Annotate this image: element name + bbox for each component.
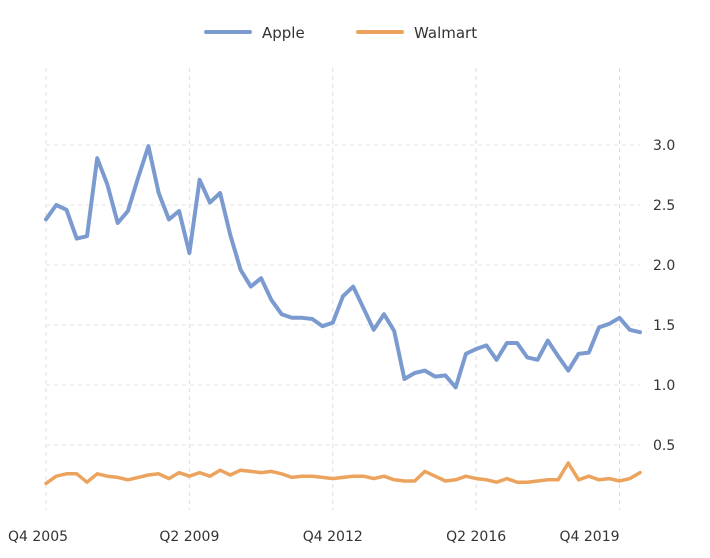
series-line-apple [44, 144, 642, 390]
x-tick-label: Q4 2005 [8, 529, 68, 545]
y-tick-label: 2.5 [653, 198, 675, 214]
y-tick-label: 3.0 [653, 138, 675, 154]
grid [45, 68, 640, 510]
y-tick-label: 2.0 [653, 258, 675, 274]
y-tick-label: 1.0 [653, 378, 675, 394]
x-tick-label: Q4 2019 [560, 529, 620, 545]
legend-item-walmart[interactable]: Walmart [356, 24, 477, 42]
x-tick-label: Q2 2016 [446, 529, 506, 545]
x-tick-label: Q2 2009 [159, 529, 219, 545]
series-layer [44, 144, 642, 486]
x-axis: Q4 2005 Q2 2009 Q4 2012 Q2 2016 Q4 2019 [8, 529, 620, 545]
y-tick-label: 0.5 [653, 438, 675, 454]
legend-item-apple[interactable]: Apple [204, 24, 305, 42]
legend: Apple Walmart [204, 24, 477, 42]
legend-label-walmart: Walmart [414, 24, 477, 42]
legend-label-apple: Apple [262, 24, 305, 42]
x-tick-label: Q4 2012 [303, 529, 363, 545]
y-axis: 0.5 1.0 1.5 2.0 2.5 3.0 [653, 138, 675, 454]
y-tick-label: 1.5 [653, 318, 675, 334]
series-line-walmart [44, 461, 642, 486]
